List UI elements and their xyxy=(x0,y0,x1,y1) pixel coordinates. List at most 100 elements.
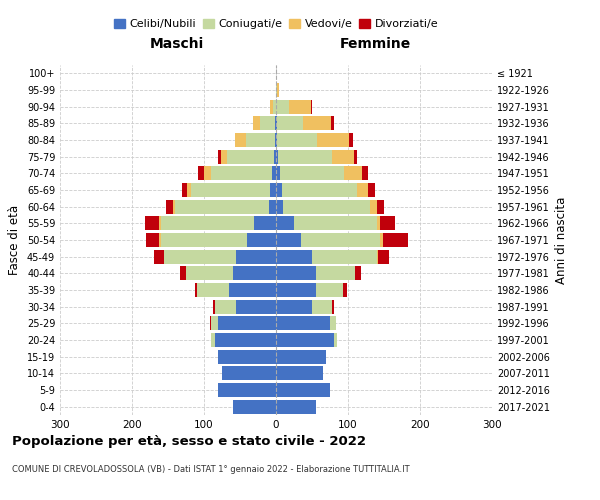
Bar xyxy=(276,83,277,97)
Bar xyxy=(276,233,301,247)
Bar xyxy=(218,350,276,364)
Bar xyxy=(218,383,276,397)
Bar xyxy=(235,133,246,147)
Bar xyxy=(229,283,276,297)
Bar xyxy=(278,150,332,164)
Text: Popolazione per età, sesso e stato civile - 2022: Popolazione per età, sesso e stato civil… xyxy=(12,435,366,448)
Bar xyxy=(246,133,275,147)
Bar xyxy=(283,200,370,214)
Bar xyxy=(146,233,160,247)
Bar xyxy=(355,266,361,280)
Bar xyxy=(377,216,380,230)
Bar xyxy=(180,266,186,280)
Bar xyxy=(233,400,276,414)
Y-axis label: Fasce di età: Fasce di età xyxy=(8,205,21,275)
Bar xyxy=(334,333,337,347)
Bar xyxy=(270,183,276,197)
Bar xyxy=(276,166,280,180)
Bar xyxy=(344,166,362,180)
Bar xyxy=(272,166,276,180)
Bar xyxy=(233,266,276,280)
Bar xyxy=(166,200,173,214)
Bar xyxy=(210,316,211,330)
Bar xyxy=(312,250,377,264)
Bar xyxy=(354,150,358,164)
Bar xyxy=(362,166,368,180)
Text: COMUNE DI CREVOLADOSSOLA (VB) - Dati ISTAT 1° gennaio 2022 - Elaborazione TUTTIT: COMUNE DI CREVOLADOSSOLA (VB) - Dati IST… xyxy=(12,465,410,474)
Bar xyxy=(302,116,331,130)
Bar xyxy=(276,383,330,397)
Bar xyxy=(236,250,276,264)
Bar xyxy=(160,233,161,247)
Bar xyxy=(276,283,316,297)
Bar xyxy=(194,283,197,297)
Bar xyxy=(368,183,376,197)
Bar xyxy=(276,316,330,330)
Bar xyxy=(276,300,312,314)
Bar xyxy=(330,316,336,330)
Bar xyxy=(275,133,276,147)
Bar xyxy=(161,216,254,230)
Bar xyxy=(349,133,353,147)
Bar xyxy=(311,100,312,114)
Bar xyxy=(276,133,277,147)
Bar xyxy=(312,300,332,314)
Bar xyxy=(332,300,334,314)
Bar xyxy=(276,250,312,264)
Bar xyxy=(154,250,164,264)
Bar xyxy=(383,233,408,247)
Bar xyxy=(289,100,311,114)
Bar xyxy=(276,400,316,414)
Bar xyxy=(276,366,323,380)
Bar xyxy=(160,216,161,230)
Bar xyxy=(280,166,344,180)
Bar xyxy=(358,183,368,197)
Bar xyxy=(274,150,276,164)
Bar xyxy=(317,133,349,147)
Bar xyxy=(182,183,187,197)
Bar xyxy=(276,116,277,130)
Bar xyxy=(211,333,215,347)
Bar xyxy=(211,316,218,330)
Bar xyxy=(380,233,383,247)
Bar xyxy=(269,100,273,114)
Bar xyxy=(186,266,233,280)
Bar xyxy=(215,300,236,314)
Bar xyxy=(222,366,276,380)
Bar xyxy=(294,216,377,230)
Bar xyxy=(161,233,247,247)
Bar xyxy=(221,150,227,164)
Bar xyxy=(254,216,276,230)
Bar xyxy=(377,250,378,264)
Bar xyxy=(282,183,358,197)
Bar xyxy=(276,216,294,230)
Bar xyxy=(370,200,377,214)
Bar xyxy=(332,150,354,164)
Bar xyxy=(218,316,276,330)
Bar xyxy=(187,183,191,197)
Bar xyxy=(276,350,326,364)
Bar xyxy=(218,150,221,164)
Bar xyxy=(273,100,276,114)
Bar xyxy=(276,200,283,214)
Legend: Celibi/Nubili, Coniugati/e, Vedovi/e, Divorziati/e: Celibi/Nubili, Coniugati/e, Vedovi/e, Di… xyxy=(109,14,443,34)
Bar xyxy=(164,250,236,264)
Bar xyxy=(277,83,279,97)
Bar xyxy=(276,100,289,114)
Bar xyxy=(145,216,160,230)
Bar xyxy=(275,116,276,130)
Bar xyxy=(198,166,204,180)
Bar xyxy=(276,333,334,347)
Bar xyxy=(197,283,229,297)
Y-axis label: Anni di nascita: Anni di nascita xyxy=(556,196,568,284)
Bar xyxy=(236,300,276,314)
Bar xyxy=(276,266,316,280)
Bar xyxy=(301,233,380,247)
Bar xyxy=(380,216,395,230)
Bar xyxy=(276,183,282,197)
Bar xyxy=(269,200,276,214)
Bar xyxy=(377,200,384,214)
Bar xyxy=(378,250,389,264)
Bar xyxy=(212,300,215,314)
Bar xyxy=(247,233,276,247)
